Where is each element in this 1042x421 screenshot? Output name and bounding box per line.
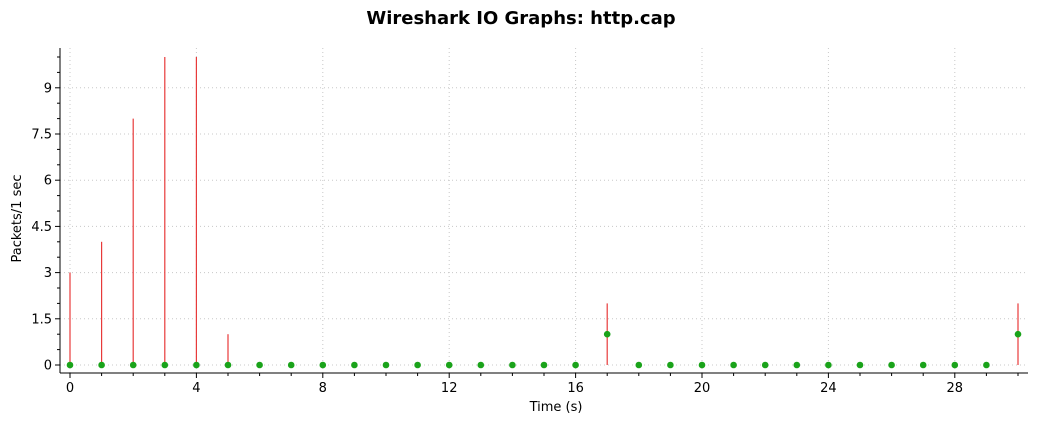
data-point <box>698 361 706 369</box>
x-tick-label: 16 <box>567 381 584 396</box>
data-point <box>919 361 927 369</box>
data-point <box>256 361 263 369</box>
y-tick-label: 3 <box>44 266 52 281</box>
data-point <box>98 361 105 369</box>
y-tick-label: 4.5 <box>31 220 52 235</box>
y-tick-label: 6 <box>44 174 52 189</box>
data-point <box>825 361 832 369</box>
data-point <box>888 361 895 369</box>
data-point <box>287 361 295 369</box>
data-point <box>983 361 990 369</box>
x-tick-label: 20 <box>694 381 711 396</box>
data-point <box>414 361 421 369</box>
x-tick-label: 4 <box>192 381 200 396</box>
x-tick-label: 8 <box>319 381 327 396</box>
data-point <box>351 361 358 369</box>
data-point <box>509 361 516 369</box>
grid <box>60 48 1028 373</box>
data-point <box>603 330 611 338</box>
y-tick-label: 1.5 <box>31 312 52 327</box>
x-axis-title: Time (s) <box>529 400 583 415</box>
data-point <box>319 361 327 369</box>
x-tick-label: 12 <box>441 381 458 396</box>
x-tick-label: 24 <box>820 381 837 396</box>
data-point <box>667 361 674 369</box>
data-point <box>1014 330 1022 338</box>
axes: 0 4 8 12 16 20 24 28 0 1.5 3 4.5 6 7.5 9 <box>31 48 1028 396</box>
data-point <box>224 361 232 369</box>
y-axis-title: Packets/1 sec <box>10 174 25 262</box>
data-point <box>161 361 169 369</box>
data-point <box>793 361 801 369</box>
data-point <box>635 361 643 369</box>
data-point <box>129 361 137 369</box>
impulse-series <box>69 57 1019 365</box>
data-point <box>540 361 548 369</box>
data-point <box>730 361 737 369</box>
x-tick-label: 0 <box>66 381 74 396</box>
data-point <box>572 361 579 369</box>
dot-series <box>66 330 1022 369</box>
data-point <box>951 361 959 369</box>
x-tick-label: 28 <box>947 381 964 396</box>
data-point <box>193 361 200 369</box>
data-point <box>382 361 390 369</box>
data-point <box>477 361 485 369</box>
data-point <box>856 361 864 369</box>
data-point <box>445 361 453 369</box>
y-tick-label: 9 <box>44 81 52 96</box>
data-point <box>761 361 769 369</box>
y-tick-label: 7.5 <box>31 128 52 143</box>
y-tick-label: 0 <box>44 359 52 374</box>
chart-title: Wireshark IO Graphs: http.cap <box>366 8 676 29</box>
data-point <box>66 361 74 369</box>
